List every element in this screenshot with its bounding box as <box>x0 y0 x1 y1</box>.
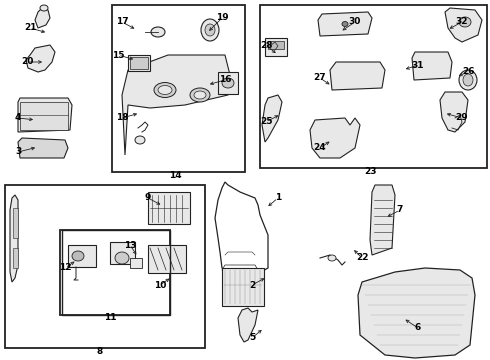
Ellipse shape <box>201 19 219 41</box>
Bar <box>62 230 170 315</box>
Text: 17: 17 <box>116 18 128 27</box>
Ellipse shape <box>135 136 145 144</box>
Ellipse shape <box>459 70 477 90</box>
Bar <box>68 245 96 267</box>
Text: 21: 21 <box>24 23 36 32</box>
Bar <box>128 55 150 71</box>
Text: 31: 31 <box>412 60 424 69</box>
Ellipse shape <box>342 22 348 27</box>
Text: 26: 26 <box>462 68 474 77</box>
Text: 10: 10 <box>154 280 166 289</box>
Polygon shape <box>440 92 468 132</box>
Text: 20: 20 <box>21 58 33 67</box>
Text: 14: 14 <box>169 171 181 180</box>
Text: 11: 11 <box>104 314 116 323</box>
Bar <box>130 258 142 268</box>
Bar <box>148 245 186 273</box>
Text: 27: 27 <box>314 73 326 82</box>
Ellipse shape <box>459 17 471 27</box>
Ellipse shape <box>205 24 215 36</box>
Bar <box>265 38 287 56</box>
Bar <box>20 102 68 130</box>
Polygon shape <box>318 12 372 36</box>
Text: 13: 13 <box>124 240 136 249</box>
Bar <box>112 5 245 172</box>
Text: 5: 5 <box>249 333 255 342</box>
Text: 2: 2 <box>249 280 255 289</box>
Ellipse shape <box>151 27 165 37</box>
Polygon shape <box>238 308 258 342</box>
Polygon shape <box>358 268 475 358</box>
Ellipse shape <box>463 74 473 86</box>
Text: 15: 15 <box>112 50 124 59</box>
Ellipse shape <box>190 88 210 102</box>
Polygon shape <box>310 118 360 158</box>
Bar <box>5 185 205 348</box>
Text: 32: 32 <box>456 18 468 27</box>
Ellipse shape <box>194 91 206 99</box>
Bar <box>148 192 190 224</box>
Text: 16: 16 <box>219 76 231 85</box>
Text: 4: 4 <box>15 113 21 122</box>
Ellipse shape <box>328 255 336 261</box>
Text: 12: 12 <box>59 264 71 273</box>
Polygon shape <box>370 185 395 255</box>
Bar <box>260 5 487 168</box>
Bar <box>60 230 170 315</box>
Ellipse shape <box>222 78 234 88</box>
Ellipse shape <box>40 5 48 11</box>
Polygon shape <box>445 8 482 42</box>
Text: 19: 19 <box>216 13 228 22</box>
Polygon shape <box>18 98 72 132</box>
Polygon shape <box>35 8 50 28</box>
Ellipse shape <box>72 251 84 261</box>
Text: 7: 7 <box>397 206 403 215</box>
Bar <box>130 57 148 69</box>
Polygon shape <box>412 52 452 80</box>
Bar <box>218 72 238 94</box>
Ellipse shape <box>158 85 172 94</box>
Text: 24: 24 <box>314 144 326 153</box>
Ellipse shape <box>115 252 129 264</box>
Polygon shape <box>18 138 68 158</box>
Text: 8: 8 <box>97 347 103 356</box>
Polygon shape <box>10 195 18 282</box>
Text: 29: 29 <box>456 113 468 122</box>
Bar <box>13 208 18 238</box>
Bar <box>13 248 18 268</box>
Text: 22: 22 <box>356 253 368 262</box>
Text: 1: 1 <box>275 194 281 202</box>
Text: 18: 18 <box>116 113 128 122</box>
Text: 6: 6 <box>415 324 421 333</box>
Text: 30: 30 <box>349 18 361 27</box>
Polygon shape <box>26 45 55 72</box>
Polygon shape <box>330 62 385 90</box>
Text: 25: 25 <box>260 117 272 126</box>
Bar <box>110 242 135 264</box>
Polygon shape <box>262 95 282 142</box>
Text: 28: 28 <box>260 40 272 49</box>
Text: 3: 3 <box>15 148 21 157</box>
Ellipse shape <box>154 82 176 98</box>
Text: 9: 9 <box>145 194 151 202</box>
Text: 23: 23 <box>364 167 376 176</box>
Bar <box>268 41 284 49</box>
Polygon shape <box>122 55 230 155</box>
Bar <box>222 268 264 306</box>
